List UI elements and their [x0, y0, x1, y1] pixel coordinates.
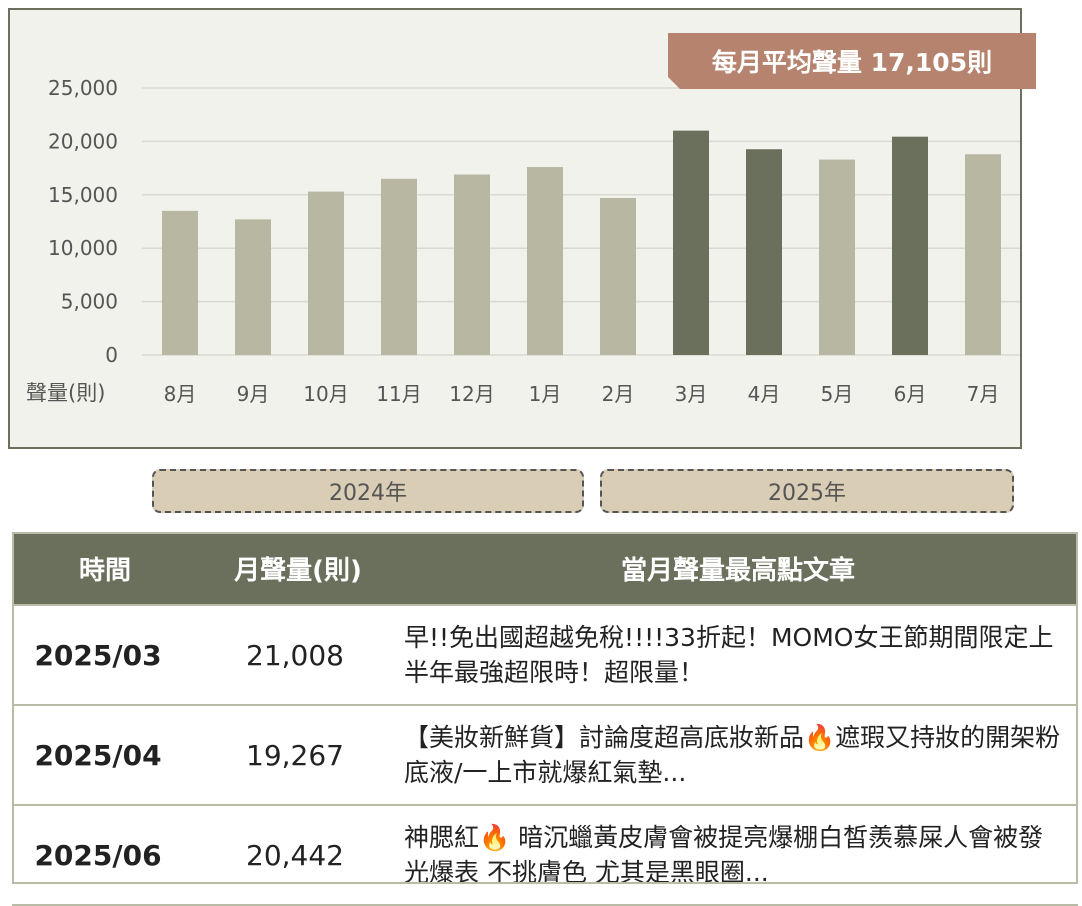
x-tick-label: 1月 — [529, 382, 562, 406]
x-tick-label: 3月 — [675, 382, 708, 406]
y-axis-label: 聲量(則) — [26, 381, 105, 405]
row-volume: 20,442 — [198, 804, 398, 906]
row-volume: 21,008 — [198, 604, 398, 706]
bar-5月 — [819, 159, 855, 355]
x-tick-label: 10月 — [303, 382, 348, 406]
bar-3月 — [673, 130, 709, 355]
row-time: 2025/04 — [12, 704, 198, 806]
table-row: 2025/04 19,267 【美妝新鮮貨】討論度超高底妝新品🔥遮瑕又持妝的開架… — [12, 704, 1078, 806]
x-tick-label: 4月 — [748, 382, 781, 406]
x-tick-label: 12月 — [449, 382, 494, 406]
y-tick-label: 10,000 — [48, 236, 118, 260]
peak-articles-table: 時間 月聲量(則) 當月聲量最高點文章 2025/03 21,008 早!!免出… — [12, 532, 1078, 906]
y-tick-label: 5,000 — [61, 290, 118, 314]
x-tick-label: 9月 — [237, 382, 270, 406]
bar-1月 — [527, 167, 563, 355]
table-row: 2025/06 20,442 神腮紅🔥 暗沉蠟黃皮膚會被提亮爆棚白皙羨慕屎人會被… — [12, 804, 1078, 906]
y-tick-label: 25,000 — [48, 76, 118, 100]
table-header-row: 時間 月聲量(則) 當月聲量最高點文章 — [12, 532, 1078, 605]
bar-7月 — [965, 154, 1001, 355]
bar-11月 — [381, 178, 417, 355]
x-tick-label: 2月 — [602, 382, 635, 406]
year-label-2025: 2025年 — [600, 469, 1014, 513]
header-volume: 月聲量(則) — [198, 532, 398, 605]
y-tick-label: 15,000 — [48, 183, 118, 207]
bar-4月 — [746, 149, 782, 355]
row-time: 2025/03 — [12, 604, 198, 706]
bar-6月 — [892, 136, 928, 355]
bar-12月 — [454, 174, 490, 355]
x-tick-label: 7月 — [967, 382, 1000, 406]
x-tick-label: 6月 — [894, 382, 927, 406]
y-tick-label: 0 — [105, 343, 118, 367]
row-article[interactable]: 早!!免出國超越免稅!!!!33折起！MOMO女王節期間限定上半年最強超限時！超… — [398, 604, 1078, 706]
x-tick-label: 5月 — [821, 382, 854, 406]
bar-2月 — [600, 198, 636, 355]
row-article[interactable]: 【美妝新鮮貨】討論度超高底妝新品🔥遮瑕又持妝的開架粉底液/一上市就爆紅氣墊... — [398, 704, 1078, 806]
bar-10月 — [308, 191, 344, 355]
year-label-2024: 2024年 — [152, 469, 584, 513]
bar-chart: 0 5,000 10,000 15,000 20,000 25,000 8月 9月 10月 11月… — [26, 76, 1020, 406]
x-tick-label: 8月 — [164, 382, 197, 406]
header-time: 時間 — [12, 532, 198, 605]
x-tick-label: 11月 — [376, 382, 421, 406]
table-row: 2025/03 21,008 早!!免出國超越免稅!!!!33折起！MOMO女王… — [12, 604, 1078, 706]
bar-9月 — [235, 219, 271, 355]
row-time: 2025/06 — [12, 804, 198, 906]
bar-8月 — [162, 210, 198, 355]
header-article: 當月聲量最高點文章 — [398, 532, 1078, 605]
chart-panel: 0 5,000 10,000 15,000 20,000 25,000 8月 9月 10月 11月… — [8, 8, 1022, 449]
row-article[interactable]: 神腮紅🔥 暗沉蠟黃皮膚會被提亮爆棚白皙羨慕屎人會被發光爆表 不挑膚色 尤其是黑眼… — [398, 804, 1078, 906]
average-volume-badge: 每月平均聲量 17,105則 — [668, 33, 1036, 89]
y-tick-label: 20,000 — [48, 129, 118, 153]
row-volume: 19,267 — [198, 704, 398, 806]
